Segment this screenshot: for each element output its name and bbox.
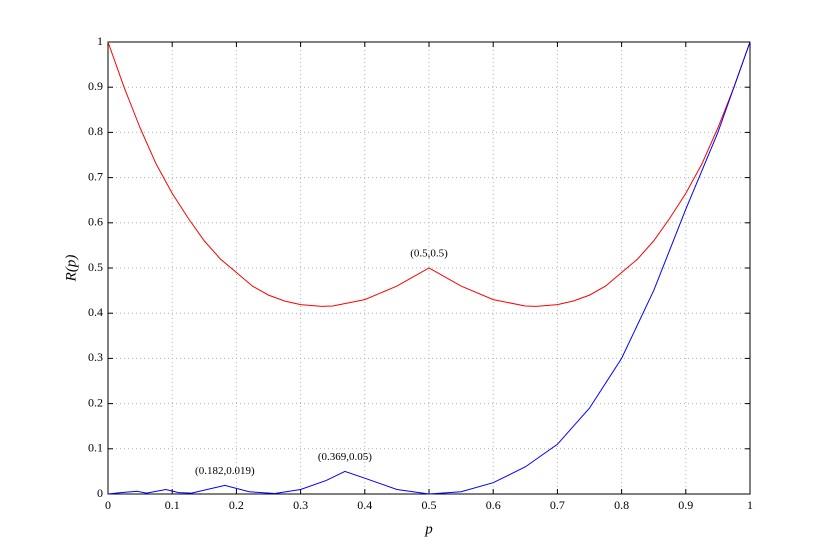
- y-tick-label: 0.2: [88, 395, 103, 409]
- y-tick-label: 0.3: [88, 350, 103, 364]
- x-tick-label: 0.4: [357, 498, 372, 512]
- annotation: (0.182,0.019): [195, 465, 255, 477]
- annotation: (0.369,0.05): [318, 451, 372, 463]
- data-line: [107, 41, 751, 307]
- x-tick-label: 0.6: [486, 498, 501, 512]
- y-tick-label: 0.1: [88, 441, 103, 455]
- x-tick-label: 0.7: [550, 498, 565, 512]
- y-tick-label: 0.9: [88, 79, 103, 93]
- x-tick-label: 0.3: [293, 498, 308, 512]
- y-tick-label: 1: [97, 34, 103, 48]
- x-tick-label: 0: [105, 498, 111, 512]
- x-axis-label: p: [424, 521, 433, 537]
- x-tick-label: 0.9: [678, 498, 693, 512]
- data-line: [107, 41, 751, 495]
- y-tick-label: 0.4: [88, 305, 103, 319]
- x-tick-label: 1: [747, 498, 753, 512]
- x-tick-label: 0.2: [229, 498, 244, 512]
- x-tick-label: 0.8: [614, 498, 629, 512]
- y-tick-label: 0.8: [88, 124, 103, 138]
- x-tick-label: 0.1: [165, 498, 180, 512]
- annotation: (0.5,0.5): [410, 248, 448, 260]
- y-tick-label: 0.7: [88, 169, 103, 183]
- y-tick-label: 0.5: [88, 260, 103, 274]
- y-tick-label: 0.6: [88, 215, 103, 229]
- x-tick-label: 0.5: [422, 498, 437, 512]
- y-axis-label: R(p): [63, 255, 79, 283]
- y-tick-label: 0: [97, 486, 103, 500]
